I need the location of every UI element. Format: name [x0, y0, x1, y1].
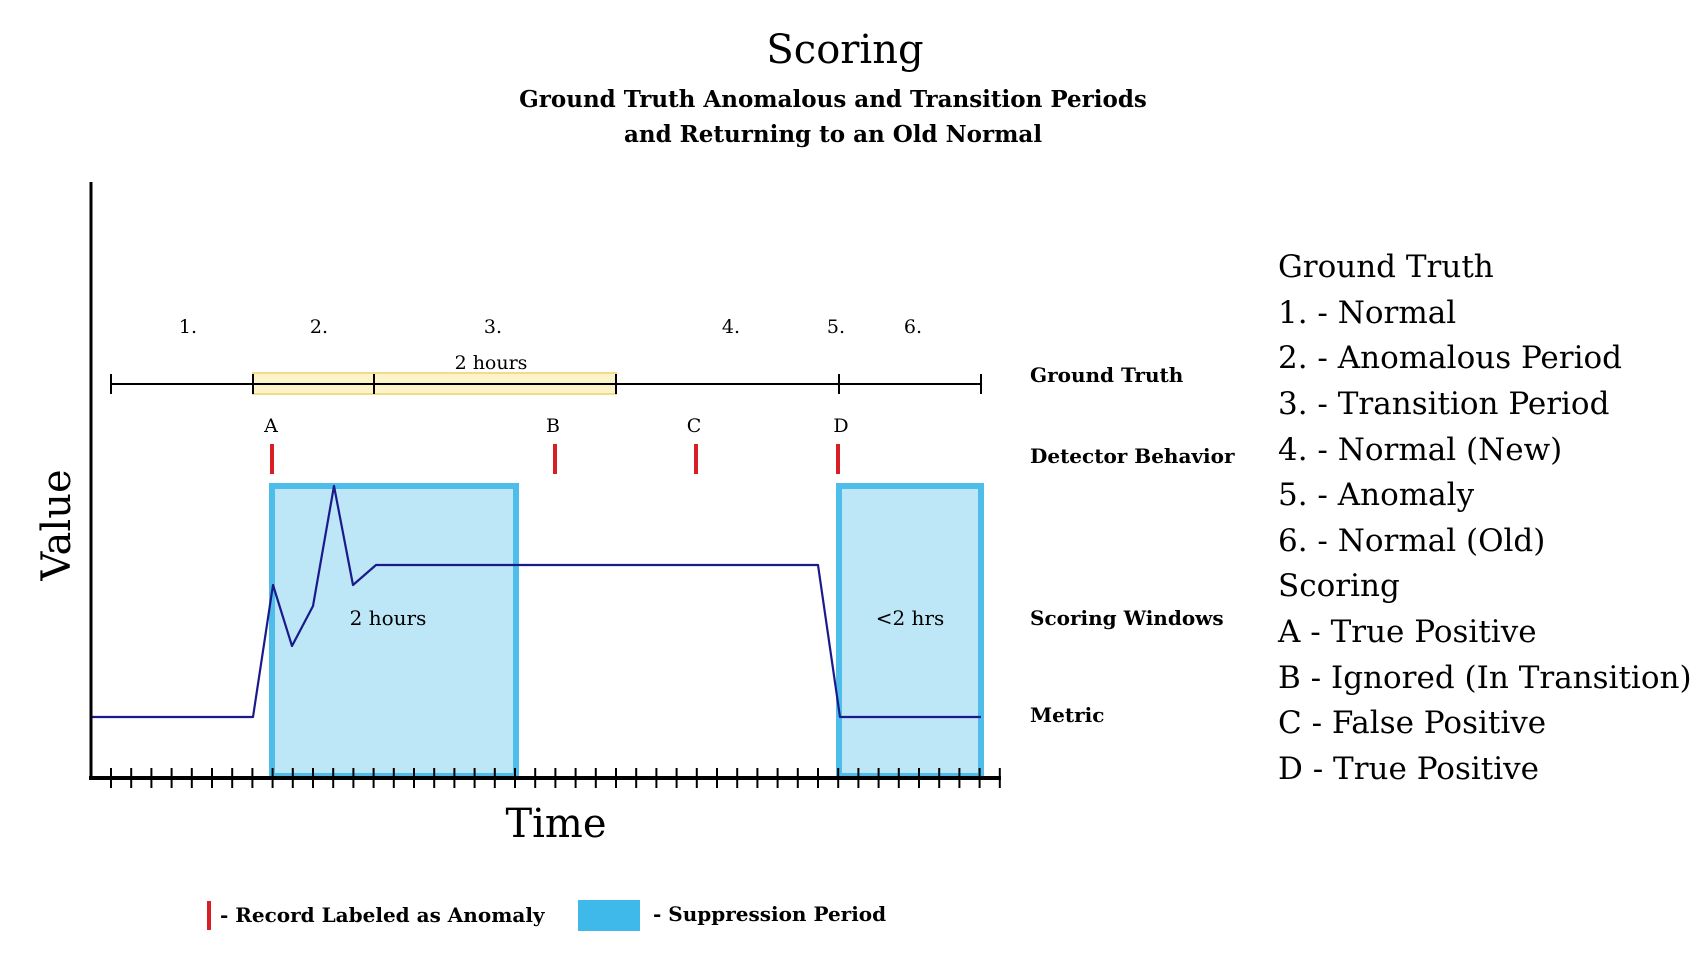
scoring-window-1-label: 2 hours: [350, 606, 427, 630]
legend-scoring-heading: Scoring: [1278, 568, 1400, 604]
legend-scoring-item: D - True Positive: [1278, 751, 1539, 787]
period-number-6: 6.: [904, 316, 922, 338]
detector-mark-b-label: B: [546, 415, 560, 437]
key-suppression-swatch: [578, 900, 640, 931]
legend-ground-truth-item: 6. - Normal (Old): [1278, 523, 1545, 559]
legend-ground-truth-item: 5. - Anomaly: [1278, 477, 1475, 513]
legend-ground-truth-item: 2. - Anomalous Period: [1278, 340, 1622, 376]
scoring-window-2-label: <2 hrs: [876, 606, 945, 630]
legend-ground-truth-item: 4. - Normal (New): [1278, 432, 1562, 468]
key-suppression-label: - Suppression Period: [653, 902, 886, 926]
x-axis-label: Time: [505, 801, 606, 847]
legend-scoring-item: B - Ignored (In Transition): [1278, 660, 1692, 696]
row-label-detector-behavior: Detector Behavior: [1030, 444, 1235, 468]
detector-mark-c: [694, 444, 698, 474]
detector-mark-d: [836, 444, 840, 474]
detector-mark-d-label: D: [833, 415, 848, 437]
diagram-title: Scoring: [766, 27, 923, 73]
scoring-window-2: [836, 483, 984, 779]
row-label-scoring-windows: Scoring Windows: [1030, 606, 1224, 630]
key-anomaly-swatch: [207, 901, 211, 930]
period-number-2: 2.: [310, 316, 328, 338]
y-axis-label: Value: [34, 469, 80, 581]
diagram-subtitle-line-2: and Returning to an Old Normal: [624, 121, 1042, 148]
legend-ground-truth-item: 3. - Transition Period: [1278, 386, 1609, 422]
detector-mark-b: [553, 444, 557, 474]
legend-scoring-item: A - True Positive: [1277, 614, 1537, 650]
detector-mark-a: [270, 444, 274, 474]
row-label-ground-truth: Ground Truth: [1030, 363, 1184, 387]
row-label-metric: Metric: [1030, 703, 1104, 727]
detector-mark-a-label: A: [263, 415, 278, 437]
legend-scoring-item: C - False Positive: [1278, 705, 1546, 741]
legend-ground-truth-item: 1. - Normal: [1278, 295, 1456, 331]
legend-ground-truth-heading: Ground Truth: [1278, 249, 1494, 285]
period-number-3: 3.: [484, 316, 502, 338]
scoring-window-1: [269, 483, 519, 779]
diagram-subtitle-line-1: Ground Truth Anomalous and Transition Pe…: [519, 86, 1147, 113]
x-axis-ticks: [110, 768, 1001, 788]
key-anomaly-label: - Record Labeled as Anomaly: [220, 903, 546, 927]
detector-mark-c-label: C: [687, 415, 702, 437]
metric-line: [92, 484, 981, 719]
ground-truth-duration-label: 2 hours: [455, 352, 528, 374]
period-number-5: 5.: [827, 316, 845, 338]
period-number-4: 4.: [722, 316, 740, 338]
period-number-1: 1.: [179, 316, 197, 338]
